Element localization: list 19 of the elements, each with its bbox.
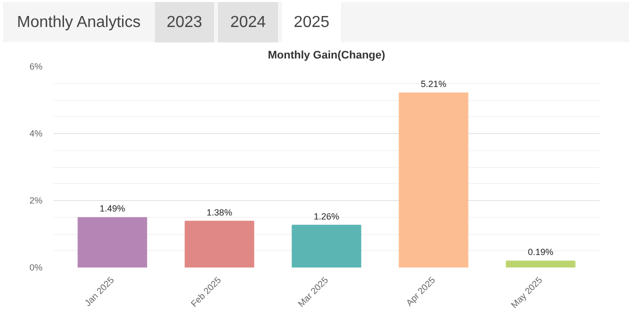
text: 2024	[218, 2, 278, 45]
bar	[78, 217, 148, 268]
y-tick-label: 6%	[29, 62, 43, 72]
bar	[398, 92, 468, 268]
data-label: 1.38%	[206, 207, 232, 218]
y-tick-label: 2%	[29, 196, 43, 206]
bar	[184, 220, 254, 268]
text: 2025	[282, 2, 342, 45]
bar	[292, 224, 362, 268]
data-label: 1.26%	[314, 211, 340, 222]
y-tick-label: 0%	[29, 262, 43, 272]
chart-title: Monthly Gain(Change)	[268, 50, 386, 62]
data-label: 5.21%	[420, 78, 446, 89]
text: Monthly Analytics	[16, 13, 142, 33]
data-label: 0.19%	[528, 247, 554, 258]
bar	[506, 260, 576, 268]
y-tick-label: 4%	[29, 128, 43, 138]
data-label: 1.49%	[100, 204, 126, 214]
text: 2023	[154, 2, 214, 45]
